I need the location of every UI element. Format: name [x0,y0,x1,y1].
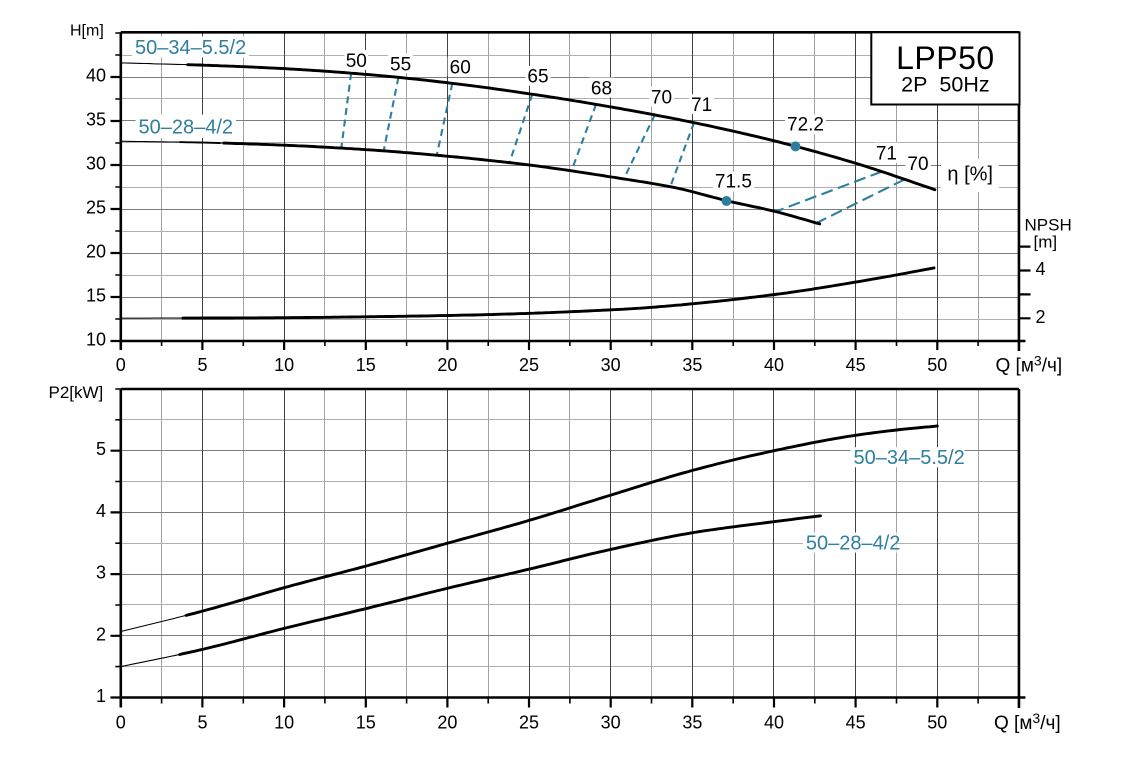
svg-text:72.2: 72.2 [787,115,824,136]
svg-text:45: 45 [846,713,866,733]
svg-text:20: 20 [86,242,106,262]
svg-text:15: 15 [86,286,106,306]
svg-text:25: 25 [86,198,106,218]
svg-text:50: 50 [346,51,367,72]
svg-text:25: 25 [519,355,539,375]
svg-text:2P 50Hz: 2P 50Hz [901,73,989,97]
svg-text:1: 1 [96,686,106,706]
svg-text:Q [м3/ч]: Q [м3/ч] [996,353,1063,377]
svg-text:68: 68 [591,78,612,99]
svg-text:60: 60 [450,57,471,78]
svg-text:Q [м3/ч]: Q [м3/ч] [994,710,1061,734]
svg-text:40: 40 [764,713,784,733]
svg-text:50–28–4/2: 50–28–4/2 [806,533,901,555]
svg-text:P2[kW]: P2[kW] [49,383,104,402]
svg-text:30: 30 [86,154,106,174]
svg-text:5: 5 [197,713,207,733]
svg-text:0: 0 [116,713,126,733]
svg-text:45: 45 [846,355,866,375]
svg-text:3: 3 [96,563,106,583]
svg-text:50–28–4/2: 50–28–4/2 [139,117,234,139]
svg-text:40: 40 [764,355,784,375]
svg-text:20: 20 [437,355,457,375]
svg-text:35: 35 [682,713,702,733]
svg-text:30: 30 [601,713,621,733]
svg-text:LPP50: LPP50 [896,40,995,76]
svg-text:2: 2 [1036,307,1046,327]
svg-text:20: 20 [437,713,457,733]
svg-text:71.5: 71.5 [715,172,752,193]
svg-text:50: 50 [927,713,947,733]
svg-text:70: 70 [651,87,672,108]
svg-text:50: 50 [927,355,947,375]
svg-text:30: 30 [601,355,621,375]
svg-text:5: 5 [96,439,106,459]
svg-text:15: 15 [356,713,376,733]
svg-text:NPSH: NPSH [1025,216,1072,235]
svg-text:50–34–5.5/2: 50–34–5.5/2 [854,447,965,469]
svg-text:15: 15 [356,355,376,375]
svg-text:0: 0 [116,355,126,375]
svg-text:4: 4 [96,501,106,521]
svg-text:η [%]: η [%] [947,164,993,186]
svg-text:71: 71 [876,144,897,165]
svg-text:50–34–5.5/2: 50–34–5.5/2 [135,37,246,59]
svg-text:55: 55 [390,54,411,75]
svg-text:65: 65 [527,67,548,88]
svg-text:35: 35 [682,355,702,375]
svg-text:40: 40 [86,66,106,86]
svg-text:25: 25 [519,713,539,733]
svg-text:H[m]: H[m] [70,23,104,40]
svg-text:5: 5 [197,355,207,375]
svg-text:4: 4 [1036,259,1046,279]
svg-text:10: 10 [274,355,294,375]
svg-text:10: 10 [86,330,106,350]
svg-text:70: 70 [907,154,928,175]
svg-text:71: 71 [691,95,712,116]
svg-text:[m]: [m] [1034,233,1058,252]
svg-text:35: 35 [86,110,106,130]
svg-text:2: 2 [96,624,106,644]
svg-text:10: 10 [274,713,294,733]
